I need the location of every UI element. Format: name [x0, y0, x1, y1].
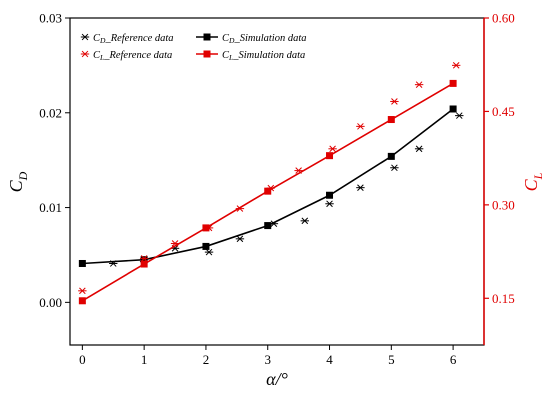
x-tick-label: 1: [141, 352, 148, 367]
legend-item-cd-reference: CD_Reference data: [80, 33, 174, 45]
point-cd-reference: [455, 112, 464, 119]
point-cd-reference: [204, 248, 214, 256]
legend-label: CL_Simulation data: [222, 50, 305, 62]
series-cd-simulation: [78, 105, 457, 267]
left-y-axis-ticks: 0.00 0.01 0.02 0.03: [39, 11, 70, 310]
point-cl-reference: [356, 123, 365, 130]
point-cl-reference: [139, 255, 149, 262]
series-layer: [78, 62, 464, 305]
right-y-axis-title-sub: L: [531, 172, 545, 180]
left-y-tick-label: 0.00: [39, 295, 62, 310]
right-y-tick-label: 0.45: [492, 104, 515, 119]
legend-marker: [80, 33, 90, 41]
right-y-axis-ticks: 0.15 0.30 0.45 0.60: [484, 11, 515, 306]
point-cl-reference: [78, 287, 87, 295]
left-y-axis-title: CD: [6, 171, 30, 192]
legend: CD_Reference data CD_Simulation data CL_Re…: [80, 33, 306, 62]
point-cl-reference: [414, 81, 424, 88]
right-y-tick-label: 0.30: [492, 197, 515, 212]
left-y-tick-label: 0.02: [39, 105, 62, 120]
point-cd-reference: [390, 164, 399, 172]
point-cl-simulation: [264, 187, 272, 195]
point-cl-reference: [451, 62, 461, 69]
left-y-tick-label: 0.01: [39, 200, 62, 215]
series-line-cd-simulation: [82, 108, 454, 265]
legend-label: CD_Reference data: [93, 33, 174, 45]
point-cd-simulation: [264, 222, 272, 230]
right-y-tick-label: 0.60: [492, 11, 515, 26]
point-cd-reference: [356, 184, 365, 191]
x-tick-label: 2: [203, 352, 210, 367]
x-tick-label: 0: [79, 352, 86, 367]
point-cd-simulation: [78, 259, 86, 267]
x-tick-label: 5: [388, 352, 395, 367]
left-y-axis-title-sub: D: [16, 171, 30, 181]
legend-item-cl-simulation: CL_Simulation data: [196, 50, 305, 62]
legend-item-cl-reference: CL_Reference data: [80, 50, 172, 62]
point-cd-simulation: [140, 256, 148, 264]
series-cd-reference: [109, 112, 464, 267]
point-cl-simulation: [202, 224, 210, 232]
x-axis-ticks: 0 1 2 3 4 5 6: [79, 345, 457, 367]
legend-label: CL_Reference data: [93, 50, 172, 62]
legend-label: CD_Simulation data: [222, 33, 306, 45]
plot-frame: [69, 17, 485, 346]
svg-text:CD: CD: [6, 171, 30, 192]
point-cd-reference: [325, 200, 334, 208]
legend-item-cd-simulation: CD_Simulation data: [196, 33, 306, 45]
x-tick-label: 3: [264, 352, 271, 367]
point-cd-reference: [300, 217, 310, 225]
point-cd-simulation: [202, 242, 210, 250]
right-y-axis-title-main: C: [521, 178, 541, 191]
point-cd-reference: [414, 145, 424, 153]
point-cl-reference: [390, 98, 399, 105]
legend-marker: [80, 50, 90, 58]
point-cd-simulation: [387, 152, 395, 160]
right-y-tick-label: 0.15: [492, 291, 515, 306]
point-cl-reference: [328, 145, 337, 153]
point-cl-simulation: [387, 116, 395, 124]
point-cd-simulation: [449, 105, 457, 113]
x-tick-label: 6: [450, 352, 457, 367]
point-cl-simulation: [449, 79, 457, 87]
left-y-axis-title-main: C: [6, 179, 26, 192]
x-tick-label: 4: [326, 352, 333, 367]
svg-text:CL: CL: [521, 172, 545, 191]
point-cl-simulation: [326, 152, 334, 160]
point-cd-reference: [235, 235, 245, 243]
point-cl-simulation: [140, 260, 148, 268]
left-y-tick-label: 0.03: [39, 11, 62, 26]
legend-marker: [203, 50, 211, 58]
series-cl-reference: [78, 62, 461, 295]
legend-marker: [203, 33, 211, 41]
series-cl-simulation: [78, 79, 457, 305]
x-axis-title: α/°: [266, 369, 288, 389]
point-cl-simulation: [78, 297, 86, 305]
point-cd-simulation: [326, 191, 334, 199]
right-y-axis-title: CL: [521, 172, 545, 191]
